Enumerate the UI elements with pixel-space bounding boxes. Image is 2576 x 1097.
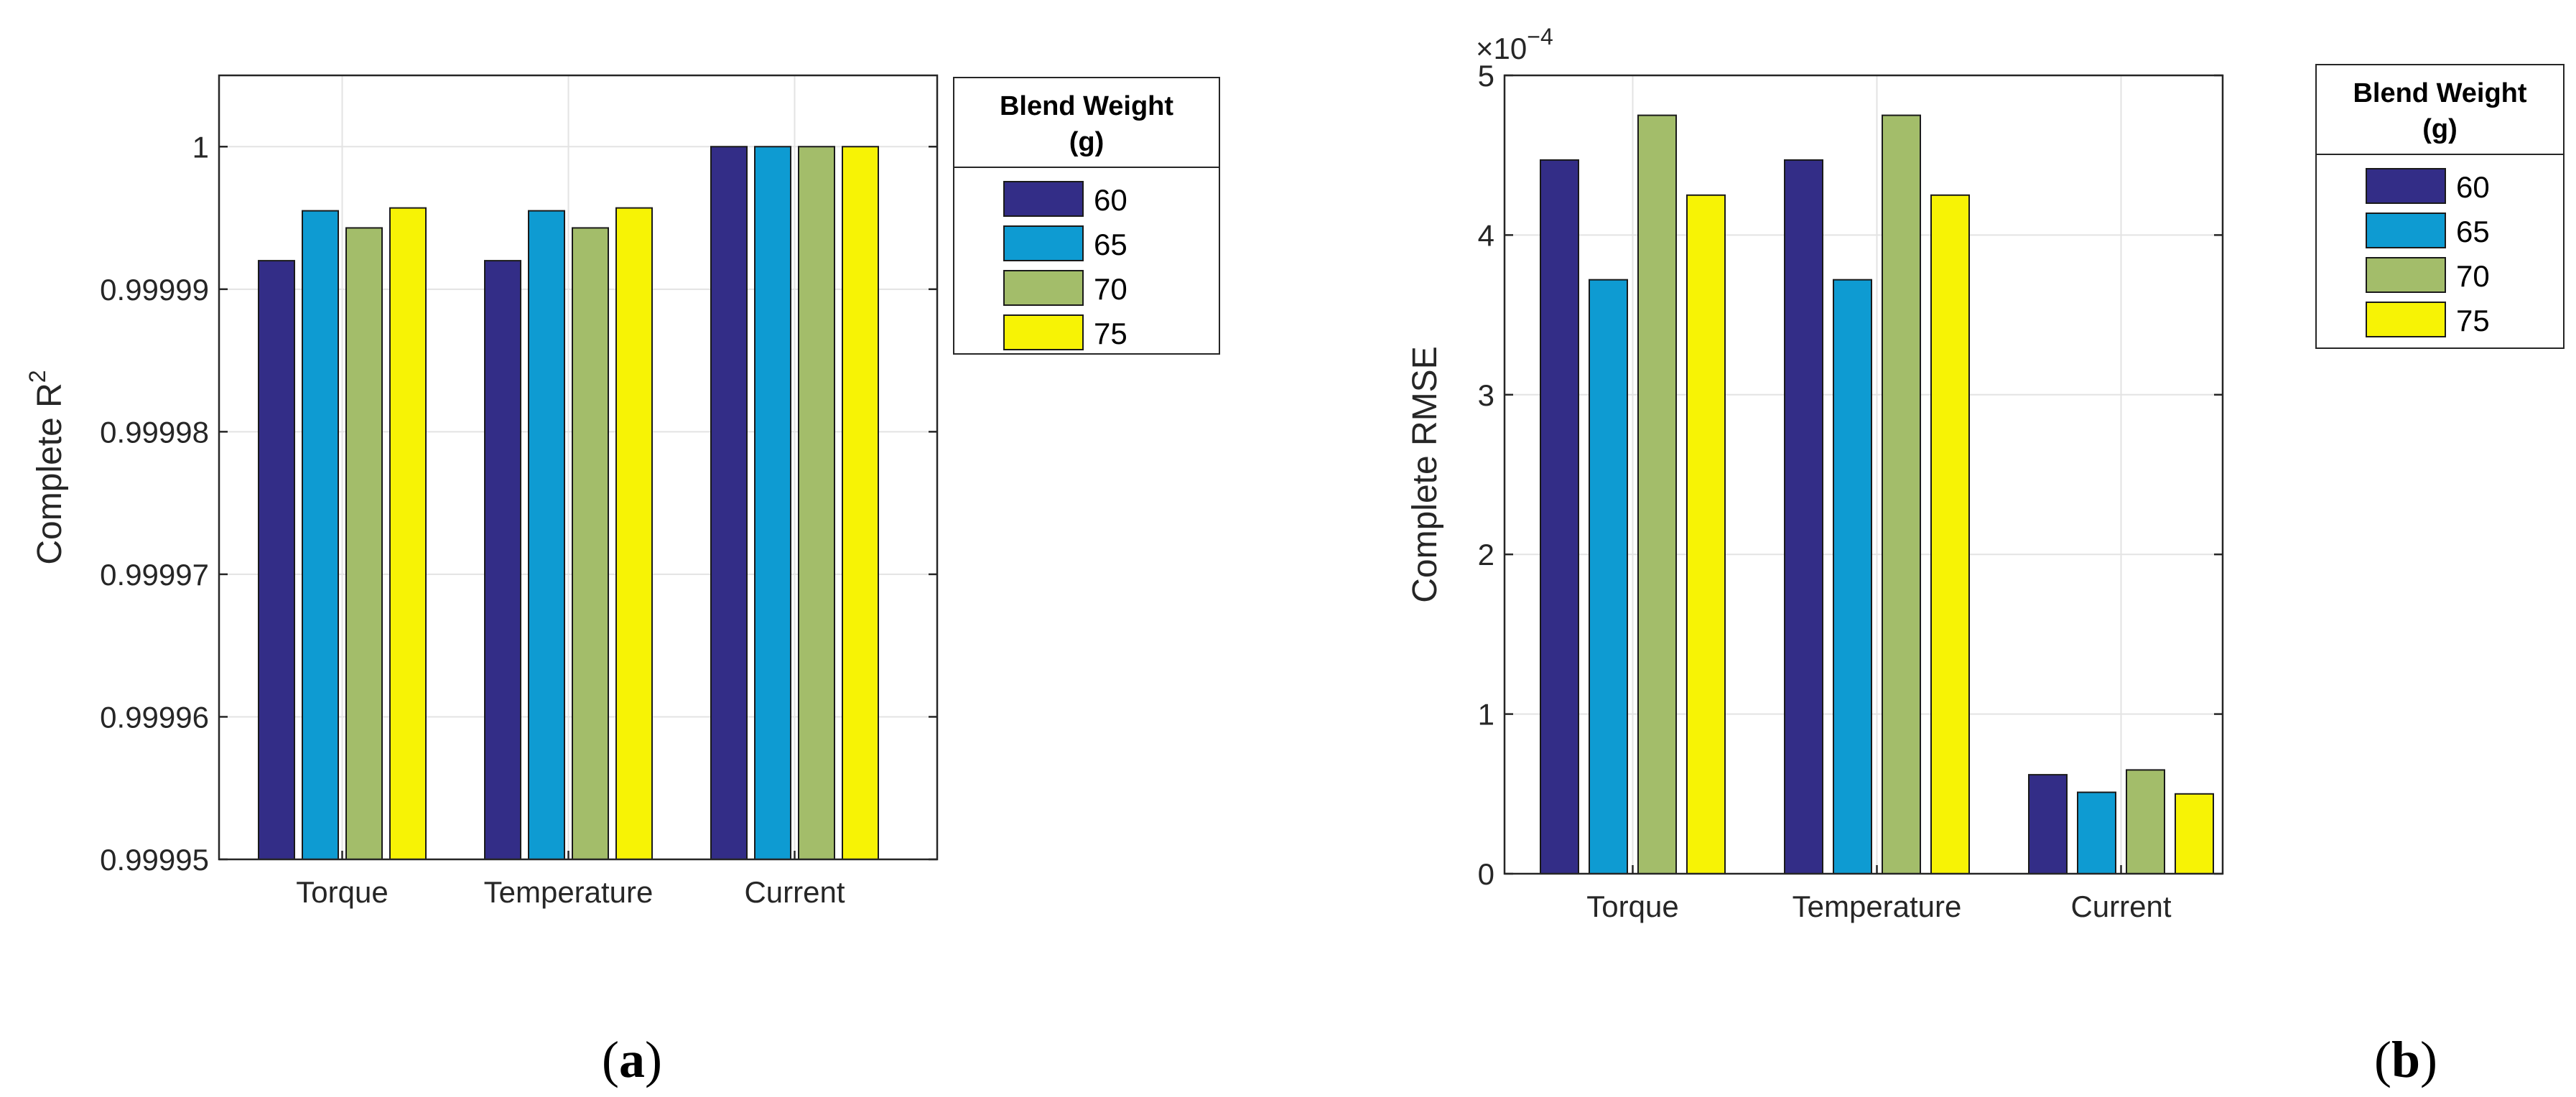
bar-torque-60 — [258, 260, 295, 861]
legend-swatch-60 — [2366, 168, 2446, 204]
caption-b: (b) — [2374, 1031, 2437, 1088]
chart-b: 0 1 2 3 4 5 Torque Temperature Current Complete… — [1406, 24, 2565, 1088]
bar-temperature-70 — [572, 227, 609, 860]
legend-swatch-70 — [1003, 270, 1084, 306]
legend: Blend Weight (g) 60 65 70 75 — [953, 77, 1220, 355]
bar-current-65 — [754, 146, 791, 861]
y-tick-label: 3 — [1478, 378, 1494, 412]
y-tick-label: 2 — [1478, 538, 1494, 571]
legend: Blend Weight (g) 60 65 70 75 — [2315, 64, 2565, 349]
y-tick-labels: 0 1 2 3 4 5 — [1478, 59, 2223, 891]
legend-label-65: 65 — [2456, 215, 2490, 248]
y-axis-multiplier: ×10−4 — [1476, 24, 1553, 65]
legend-label-70: 70 — [2456, 259, 2490, 293]
bar-temperature-75 — [615, 207, 653, 860]
legend-title-line-2: (g) — [1069, 127, 1105, 157]
legend-box — [2315, 64, 2565, 349]
chart-a: 0.99995 0.99996 0.99997 0.99998 0.99999 1 Tor… — [24, 74, 1220, 1088]
legend-box — [953, 77, 1220, 355]
bar-current-60 — [2028, 774, 2068, 875]
y-tick-label: 5 — [1478, 59, 1494, 93]
bar-temperature-60 — [1784, 159, 1823, 874]
bar-torque-75 — [1686, 194, 1726, 874]
bar-current-60 — [710, 146, 748, 861]
legend-title-line-1: Blend Weight — [2353, 78, 2526, 108]
bar-temperature-65 — [1833, 279, 1872, 874]
bar-temperature-60 — [484, 260, 521, 861]
bar-temperature-75 — [1930, 194, 1970, 874]
plot-frame — [218, 74, 939, 861]
y-tick-label: 4 — [1478, 218, 1494, 252]
legend-swatch-65 — [2366, 213, 2446, 248]
legend-label-60: 60 — [1094, 183, 1127, 217]
y-tick-label: 0.99997 — [100, 558, 209, 592]
y-tick-label: 1 — [1478, 698, 1494, 732]
bar-torque-65 — [302, 210, 339, 861]
bars — [1540, 114, 2214, 875]
x-tick-label-torque: Torque — [1586, 890, 1678, 923]
legend-items: 60 65 70 75 — [2366, 168, 2490, 337]
y-tick-label: 1 — [192, 130, 209, 164]
bar-temperature-70 — [1882, 114, 1921, 875]
x-tick-label-torque: Torque — [296, 875, 388, 909]
bar-torque-65 — [1589, 279, 1628, 874]
caption-a: (a) — [602, 1031, 662, 1088]
x-tick-label-current: Current — [744, 875, 845, 909]
y-tick-label: 0.99998 — [100, 415, 209, 449]
bar-current-70 — [2126, 769, 2165, 874]
bars — [258, 146, 879, 861]
y-axis-label: Complete RMSE — [1406, 346, 1444, 602]
plot-frame — [1503, 74, 2224, 875]
legend-swatch-65 — [1003, 225, 1084, 261]
legend-label-65: 65 — [1094, 228, 1127, 261]
legend-title-line-1: Blend Weight — [1000, 91, 1173, 121]
bar-current-75 — [842, 146, 879, 861]
legend-label-60: 60 — [2456, 170, 2490, 204]
legend-items: 60 65 70 75 — [1003, 181, 1127, 350]
legend-label-70: 70 — [1094, 272, 1127, 306]
y-axis-label: Complete R2 — [24, 370, 69, 564]
x-tick-label-temperature: Temperature — [1792, 890, 1962, 923]
x-tick-labels: Torque Temperature Current — [296, 851, 845, 909]
bar-torque-70 — [1637, 114, 1677, 875]
y-tick-label: 0.99996 — [100, 700, 209, 734]
y-tick-label: 0.99995 — [100, 843, 209, 877]
legend-label-75: 75 — [1094, 317, 1127, 350]
legend-label-75: 75 — [2456, 304, 2490, 337]
bar-torque-70 — [345, 227, 383, 860]
x-tick-label-current: Current — [2070, 890, 2171, 923]
y-tick-label: 0.99999 — [100, 273, 209, 307]
bar-torque-60 — [1540, 159, 1579, 874]
bar-temperature-65 — [528, 210, 565, 861]
legend-swatch-60 — [1003, 181, 1084, 217]
x-tick-labels: Torque Temperature Current — [1586, 865, 2172, 923]
bar-current-70 — [798, 146, 835, 861]
legend-title-line-2: (g) — [2422, 114, 2458, 144]
legend-swatch-75 — [2366, 302, 2446, 337]
bar-current-75 — [2175, 793, 2214, 875]
bar-current-65 — [2077, 791, 2116, 875]
x-tick-label-temperature: Temperature — [484, 875, 654, 909]
legend-swatch-75 — [1003, 314, 1084, 350]
y-tick-labels: 0.99995 0.99996 0.99997 0.99998 0.99999 1 — [100, 130, 937, 877]
y-tick-label: 0 — [1478, 857, 1494, 891]
legend-swatch-70 — [2366, 257, 2446, 293]
bar-torque-75 — [389, 207, 427, 860]
